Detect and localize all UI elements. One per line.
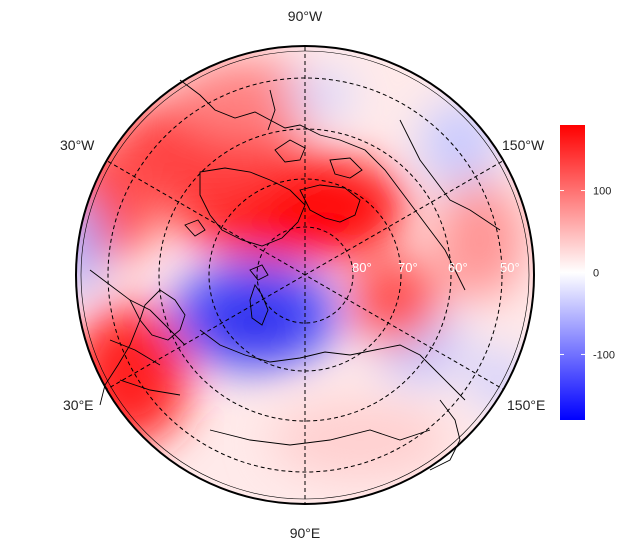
meridian-150w-30e <box>101 157 509 393</box>
colorbar-tick-label: 0 <box>593 268 599 280</box>
greenland-coast <box>199 167 306 247</box>
asia-interior-borders <box>109 299 431 446</box>
lat-label-60: 60° <box>448 260 468 275</box>
east-asia-coast <box>429 399 461 471</box>
anomaly-field <box>76 46 534 504</box>
graticule <box>101 46 509 504</box>
anomaly-top-blue <box>285 73 355 117</box>
lon-label-bottom: 90°E <box>290 525 321 541</box>
lat-circle-80 <box>256 226 354 324</box>
anomaly-west-europe <box>76 140 160 260</box>
colorbar-tick-label: 100 <box>593 186 611 198</box>
lon-label-upper-left: 30°W <box>60 137 95 153</box>
colorbar-ramp <box>560 125 585 420</box>
iceland-coast <box>184 219 206 237</box>
lat-label-50: 50° <box>500 260 520 275</box>
lon-label-top: 90°W <box>288 8 323 24</box>
anomaly-pacific-red <box>435 180 525 300</box>
lat-circle-60 <box>158 128 452 422</box>
siberia-coast <box>199 329 466 401</box>
canadian-archipelago-coast <box>274 139 363 223</box>
svalbard-coast <box>249 264 269 281</box>
anomaly-greenland-core <box>250 190 390 260</box>
europe-coast <box>89 269 141 406</box>
anomaly-central-arctic <box>350 255 440 345</box>
map-boundary <box>75 45 535 505</box>
coastlines <box>89 79 501 471</box>
alaska-coast <box>399 119 501 231</box>
colorbar-ticks: 100 0 -100 <box>560 186 615 361</box>
anomaly-atlantic-blue <box>76 195 100 295</box>
colorbar: 100 0 -100 <box>560 125 615 420</box>
scandinavia-coast <box>139 289 186 341</box>
anomaly-blobs <box>76 60 530 480</box>
novaya-zemlya-coast <box>249 284 269 326</box>
colorbar-tick-label: -100 <box>593 349 615 361</box>
lat-label-70: 70° <box>398 260 418 275</box>
map-boundary-inner <box>80 50 530 500</box>
north-america-coast <box>179 79 466 291</box>
lat-label-80: 80° <box>352 260 372 275</box>
longitude-labels: 90°W 90°E 30°W 30°E 150°W 150°E <box>60 8 545 541</box>
anomaly-east-asia <box>270 400 450 480</box>
anomaly-alaska-canada <box>170 60 330 140</box>
lon-label-lower-left: 30°E <box>63 397 94 413</box>
latitude-labels: 80° 70° 60° 50° <box>352 260 520 275</box>
lon-label-upper-right: 150°W <box>502 137 545 153</box>
lon-label-lower-right: 150°E <box>507 397 545 413</box>
